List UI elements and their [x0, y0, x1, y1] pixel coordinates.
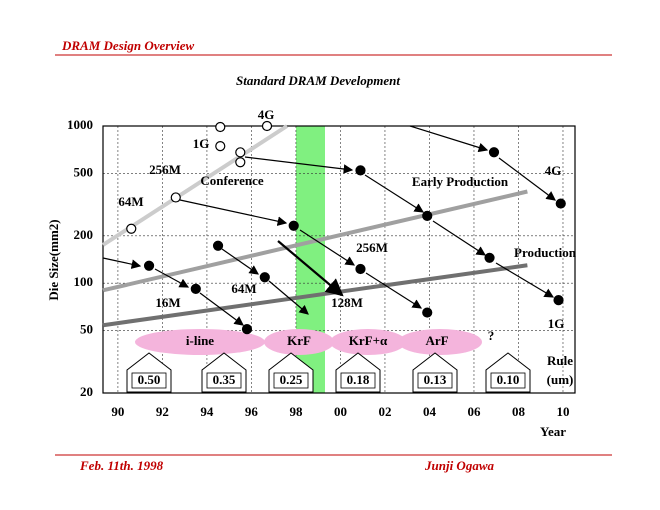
footer-date: Feb. 11th. 1998	[79, 458, 164, 473]
point	[422, 307, 433, 318]
rule-label: 0.10	[497, 372, 520, 387]
annotation: ?	[488, 328, 495, 343]
x-tick-label: 92	[156, 404, 169, 419]
point	[212, 240, 224, 251]
y-tick-label: 100	[74, 274, 94, 289]
chart-title: Standard DRAM Development	[236, 73, 400, 88]
annotation: 64M	[231, 281, 256, 296]
x-axis-label: Year	[540, 424, 566, 439]
rule-box	[131, 372, 167, 389]
x-tick-label: 98	[289, 404, 303, 419]
annotation: 4G	[258, 107, 275, 122]
annotation: 1G	[193, 136, 210, 151]
point	[235, 147, 246, 158]
annotation: 4G	[545, 163, 562, 178]
point	[215, 140, 226, 152]
plot-frame	[102, 125, 576, 394]
point	[126, 223, 137, 234]
point	[484, 252, 495, 263]
y-tick-label: 1000	[67, 117, 93, 132]
line-label: Production	[514, 245, 577, 260]
point	[259, 272, 270, 283]
y-tick-label: 50	[80, 321, 93, 336]
point	[241, 324, 253, 335]
annotation: (um)	[547, 372, 574, 387]
point	[235, 157, 246, 168]
point	[553, 295, 564, 306]
footer-author: Junji Ogawa	[424, 458, 494, 473]
point	[422, 210, 433, 221]
litho-label: ArF	[425, 333, 448, 348]
litho-label: KrF+α	[349, 333, 388, 348]
point	[355, 263, 366, 275]
rule-label: 0.18	[347, 372, 370, 387]
x-tick-label: 00	[334, 404, 347, 419]
rule-box	[206, 372, 242, 389]
header: DRAM Design Overview	[61, 38, 194, 53]
rule-label: 0.50	[138, 372, 161, 387]
rule-box	[417, 372, 453, 389]
annotation: 128M	[331, 295, 363, 310]
y-tick-label: 200	[74, 227, 94, 242]
point	[555, 198, 566, 209]
point	[170, 192, 181, 203]
annotation: 1G	[548, 316, 565, 331]
point	[488, 147, 500, 158]
line-label: Conference	[200, 173, 264, 188]
point	[355, 165, 366, 176]
x-tick-label: 94	[200, 404, 214, 419]
y-tick-label: 500	[74, 164, 94, 179]
line-label: Early Production	[412, 174, 509, 189]
rule-box	[273, 372, 309, 389]
plot	[101, 124, 576, 394]
point	[143, 260, 155, 271]
litho-label: KrF	[287, 333, 311, 348]
point	[261, 120, 273, 132]
litho-label: i-line	[186, 333, 214, 348]
rule-label: 0.13	[424, 372, 447, 387]
annotation: 256M	[149, 162, 181, 177]
overlay	[102, 120, 566, 355]
point	[190, 283, 201, 294]
x-tick-label: 96	[245, 404, 259, 419]
x-tick-label: 04	[423, 404, 437, 419]
y-tick-label: 20	[80, 384, 93, 399]
rule-label: 0.25	[280, 372, 303, 387]
trend-line	[102, 263, 528, 328]
annotation: 16M	[155, 295, 180, 310]
point	[288, 220, 299, 231]
rule-box	[340, 372, 376, 389]
x-tick-label: 02	[378, 404, 391, 419]
trend-line	[102, 189, 528, 293]
annotation: 256M	[356, 240, 388, 255]
rule-box	[490, 372, 526, 389]
point	[215, 121, 226, 133]
y-axis-label: Die Size(mm2)	[46, 219, 61, 300]
x-tick-label: 08	[512, 404, 526, 419]
x-tick-label: 06	[467, 404, 481, 419]
annotation: Rule	[547, 353, 573, 368]
annotation: 64M	[118, 194, 143, 209]
x-tick-label: 10	[556, 404, 569, 419]
rule-label: 0.35	[213, 372, 236, 387]
x-tick-label: 90	[111, 404, 124, 419]
